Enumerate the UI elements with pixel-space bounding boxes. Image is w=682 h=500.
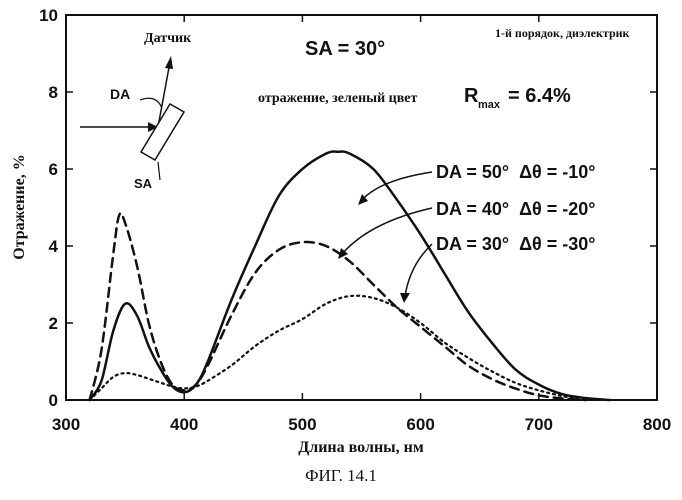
x-tick-label: 800 <box>643 415 671 434</box>
series-group <box>88 150 611 402</box>
x-tick-label: 400 <box>170 415 198 434</box>
x-tick-label: 300 <box>52 415 80 434</box>
arrow-da40 <box>341 207 433 255</box>
reflected-ray <box>157 61 171 128</box>
sensor-label: Датчик <box>144 31 192 46</box>
sa-value: SA = 30° <box>305 38 385 60</box>
axis-ticks: 300 400 500 600 700 800 0 2 4 6 8 10 <box>39 6 671 434</box>
arrowhead-da50 <box>358 194 368 205</box>
y-tick-label: 2 <box>49 314 58 333</box>
y-tick-label: 0 <box>49 391 58 410</box>
plot-frame <box>65 14 658 401</box>
y-tick-label: 6 <box>49 160 58 179</box>
sa-label: SA <box>134 176 153 191</box>
order-note: 1-й порядок, диэлектрик <box>495 26 630 40</box>
y-tick-label: 10 <box>39 6 58 25</box>
sa-line <box>157 161 161 181</box>
series-label-da40: DA = 40° Δθ = -20° <box>436 199 595 219</box>
da-label: DA <box>110 86 130 102</box>
series-line-dashed <box>88 211 588 402</box>
figure-caption: ФИГ. 14.1 <box>305 466 377 485</box>
rmax-subscript: max <box>478 99 501 111</box>
y-tick-label: 4 <box>49 237 59 256</box>
series-line-solid <box>88 150 611 402</box>
da-arc <box>139 97 163 109</box>
series-line-dotted <box>88 294 588 402</box>
reflection-note: отражение, зеленый цвет <box>258 91 417 106</box>
r-symbol: R <box>464 85 479 107</box>
y-axis-label: Отражение, % <box>11 154 28 259</box>
incident-arrowhead <box>148 122 158 132</box>
x-tick-label: 600 <box>406 415 434 434</box>
series-label-da50: DA = 50° Δθ = -10° <box>436 162 595 182</box>
y-tick-label: 8 <box>49 83 58 102</box>
sample-plate <box>139 102 186 162</box>
reflected-arrowhead <box>165 56 173 69</box>
series-label-da30: DA = 30° Δθ = -30° <box>436 234 595 254</box>
x-tick-label: 500 <box>288 415 316 434</box>
arrowhead-da40 <box>338 248 348 259</box>
geometry-inset: Датчик DA SA <box>80 31 192 191</box>
arrow-da50 <box>361 171 433 201</box>
x-tick-label: 700 <box>525 415 553 434</box>
x-axis-label: Длина волны, нм <box>298 439 424 456</box>
arrow-da30 <box>404 243 433 297</box>
arrowhead-da30 <box>400 293 410 303</box>
rmax-value: = 6.4% <box>508 85 571 107</box>
